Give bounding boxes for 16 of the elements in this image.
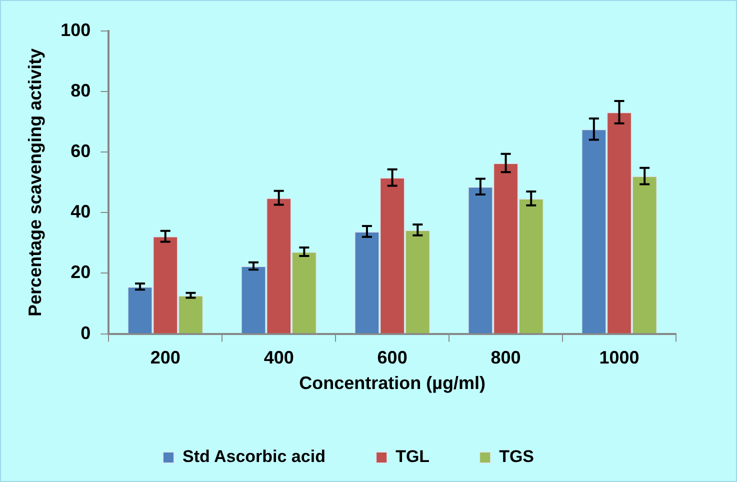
x-tick-label: 800 xyxy=(490,348,521,368)
x-tick-label: 1000 xyxy=(599,348,640,368)
legend-label: TGS xyxy=(499,447,534,466)
y-tick-label: 40 xyxy=(70,202,91,222)
y-axis-title: Percentage scavenging activity xyxy=(24,48,45,316)
legend-label: Std Ascorbic acid xyxy=(182,447,326,466)
x-axis-title: Concentration (µg/ml) xyxy=(299,373,486,394)
x-tick-label: 600 xyxy=(377,348,408,368)
legend-label: TGL xyxy=(396,447,430,466)
x-tick-label: 200 xyxy=(150,348,180,368)
y-tick-label: 0 xyxy=(80,322,91,343)
y-tick-label: 80 xyxy=(70,80,91,101)
y-tick-label: 60 xyxy=(70,141,91,162)
y-tick-label: 100 xyxy=(60,20,91,40)
x-tick-label: 400 xyxy=(264,348,294,368)
y-tick-label: 20 xyxy=(70,262,91,282)
